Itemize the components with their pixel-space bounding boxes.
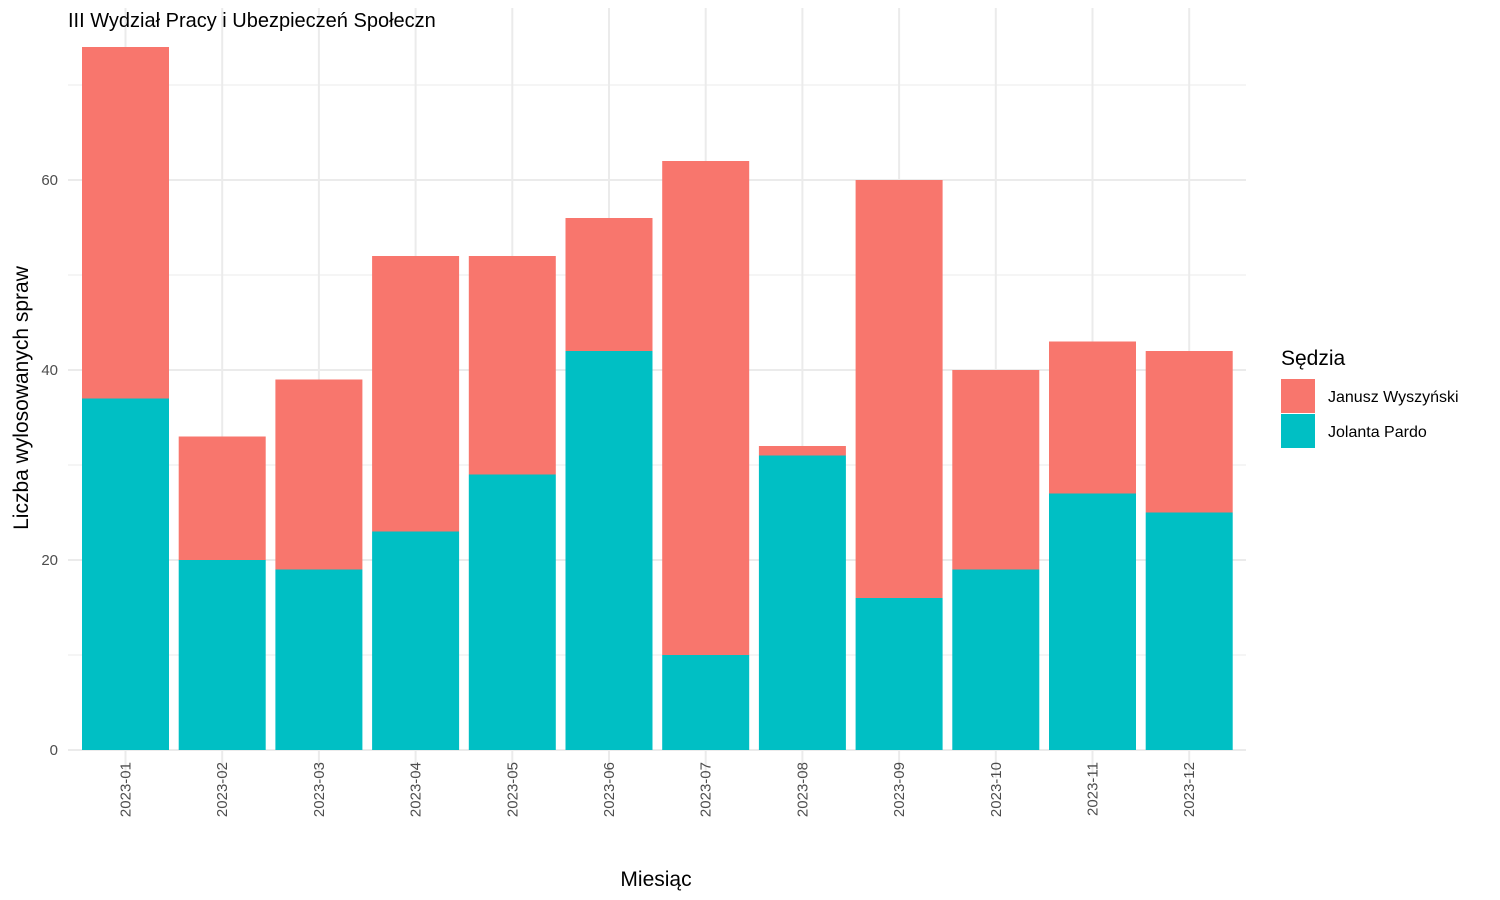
bar-janusz-wyszy-ski-2023-10 <box>952 370 1040 570</box>
x-tick-label: 2023-12 <box>1181 762 1198 817</box>
bar-janusz-wyszy-ski-2023-09 <box>855 180 943 598</box>
legend-key <box>1281 414 1315 448</box>
bar-janusz-wyszy-ski-2023-05 <box>468 256 556 475</box>
bar-janusz-wyszy-ski-2023-07 <box>662 161 750 655</box>
legend-title: Sędzia <box>1281 347 1346 370</box>
chart-title: III Wydział Pracy i Ubezpieczeń Społeczn <box>68 10 436 32</box>
bar-janusz-wyszy-ski-2023-06 <box>565 218 653 351</box>
bars <box>82 47 1233 750</box>
legend-label: Jolanta Pardo <box>1328 424 1427 441</box>
bar-janusz-wyszy-ski-2023-08 <box>758 446 846 456</box>
x-tick-label: 2023-11 <box>1085 762 1102 816</box>
bar-jolanta-pardo-2023-11 <box>1049 493 1136 750</box>
y-axis-ticks: 0 20 40 60 <box>41 172 58 759</box>
x-tick-label: 2023-05 <box>504 762 521 817</box>
legend-label: Janusz Wyszyński <box>1328 389 1459 406</box>
y-tick-label: 20 <box>41 552 58 569</box>
bar-jolanta-pardo-2023-07 <box>662 655 750 750</box>
bar-janusz-wyszy-ski-2023-12 <box>1145 351 1233 513</box>
x-tick-label: 2023-04 <box>408 762 425 817</box>
bar-janusz-wyszy-ski-2023-01 <box>82 47 169 399</box>
bar-janusz-wyszy-ski-2023-03 <box>275 379 363 570</box>
y-axis-title: Liczba wylosowanych spraw <box>10 265 33 530</box>
bar-jolanta-pardo-2023-05 <box>468 474 556 750</box>
y-tick-label: 0 <box>50 742 58 759</box>
x-tick-label: 2023-07 <box>698 762 715 817</box>
x-tick-label: 2023-06 <box>601 762 618 817</box>
bar-jolanta-pardo-2023-10 <box>952 569 1040 750</box>
bar-jolanta-pardo-2023-02 <box>178 560 266 750</box>
bar-janusz-wyszy-ski-2023-11 <box>1049 341 1136 494</box>
x-tick-label: 2023-08 <box>794 762 811 817</box>
legend-key <box>1281 379 1315 413</box>
bar-janusz-wyszy-ski-2023-04 <box>372 256 460 532</box>
y-tick-label: 60 <box>41 172 58 189</box>
x-axis-title: Miesiąc <box>620 868 691 891</box>
bar-jolanta-pardo-2023-01 <box>82 398 169 750</box>
bar-jolanta-pardo-2023-12 <box>1145 512 1233 750</box>
legend: Sędzia Janusz Wyszyński Jolanta Pardo <box>1281 347 1459 448</box>
y-tick-label: 40 <box>41 362 58 379</box>
x-tick-label: 2023-09 <box>891 762 908 817</box>
x-tick-label: 2023-01 <box>118 762 135 817</box>
x-tick-label: 2023-02 <box>214 762 231 817</box>
x-tick-label: 2023-03 <box>311 762 328 817</box>
bar-jolanta-pardo-2023-08 <box>758 455 846 750</box>
bar-jolanta-pardo-2023-03 <box>275 569 363 750</box>
x-tick-label: 2023-10 <box>988 762 1005 817</box>
x-axis-ticks: 2023-01 2023-02 2023-03 2023-04 2023-05 2023-… <box>118 762 1199 817</box>
bar-jolanta-pardo-2023-09 <box>855 598 943 750</box>
bar-janusz-wyszy-ski-2023-02 <box>178 436 266 560</box>
bar-jolanta-pardo-2023-06 <box>565 351 653 750</box>
bar-jolanta-pardo-2023-04 <box>372 531 460 750</box>
